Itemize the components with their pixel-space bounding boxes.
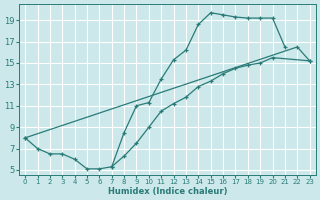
X-axis label: Humidex (Indice chaleur): Humidex (Indice chaleur) xyxy=(108,187,227,196)
